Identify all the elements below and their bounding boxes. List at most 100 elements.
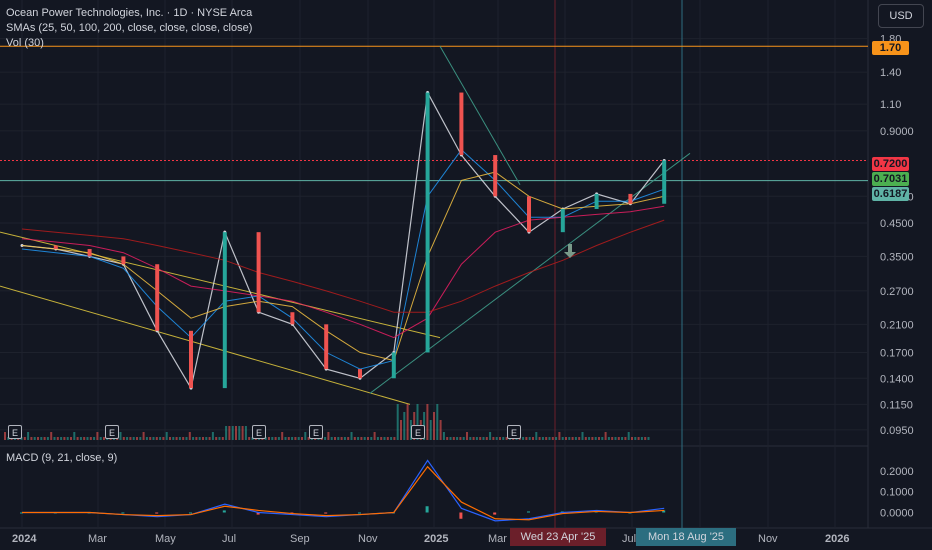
- earnings-marker[interactable]: E: [8, 425, 22, 439]
- volume-bar: [624, 437, 627, 440]
- macd-histogram-bar: [358, 512, 361, 514]
- macd-histogram-bar: [189, 512, 192, 514]
- currency-button[interactable]: USD: [878, 4, 924, 28]
- volume-bar: [284, 437, 287, 440]
- volume-bar: [175, 437, 178, 440]
- candle: [87, 249, 92, 257]
- macd-indicator-label[interactable]: MACD (9, 21, close, 9): [6, 452, 118, 464]
- chart-legend: Ocean Power Technologies, Inc. · 1D · NY…: [6, 6, 252, 51]
- volume-bar: [449, 437, 452, 440]
- volume-bar: [594, 437, 597, 440]
- volume-bar: [353, 437, 356, 440]
- macd-axis-label: 0.2000: [880, 466, 914, 478]
- series-line: [21, 90, 665, 390]
- volume-bar: [73, 432, 76, 440]
- volume-bar: [330, 437, 333, 440]
- volume-bar: [264, 437, 267, 440]
- macd-histogram-bar: [425, 506, 429, 513]
- volume-bar: [274, 437, 277, 440]
- volume-bar: [640, 437, 643, 440]
- volume-bar: [343, 437, 346, 440]
- candle: [121, 256, 126, 265]
- volume-bar: [89, 437, 92, 440]
- volume-bar: [188, 432, 191, 440]
- earnings-marker[interactable]: E: [411, 425, 425, 439]
- volume-bar: [634, 437, 637, 440]
- volume-bar: [43, 437, 46, 440]
- sma-indicator-label[interactable]: SMAs (25, 50, 100, 200, close, close, cl…: [6, 22, 253, 34]
- volume-bar: [601, 437, 604, 440]
- volume-bar: [495, 437, 498, 440]
- volume-bar: [205, 437, 208, 440]
- price-axis-label: 0.4500: [880, 218, 914, 230]
- volume-bar: [631, 437, 633, 440]
- macd-histogram-bar: [459, 512, 463, 519]
- volume-bar: [472, 437, 475, 440]
- volume-bar: [327, 432, 330, 440]
- macd-axis-label: 0.1000: [880, 487, 914, 499]
- trendline-upper: [0, 231, 441, 339]
- macd-histogram-bar: [560, 511, 564, 513]
- volume-bar: [426, 404, 429, 440]
- volume-bar: [433, 412, 435, 440]
- candle: [324, 324, 329, 370]
- volume-bar: [591, 437, 594, 440]
- macd-histogram-bar: [222, 510, 226, 513]
- volume-bar: [231, 426, 234, 440]
- earnings-marker[interactable]: E: [105, 425, 119, 439]
- arrow-up-icon: [564, 244, 576, 258]
- volume-bar: [363, 437, 366, 440]
- symbol-title[interactable]: Ocean Power Technologies, Inc. · 1D · NY…: [6, 7, 253, 19]
- macd-histogram-bar: [20, 512, 23, 514]
- volume-bar: [86, 437, 89, 440]
- volume-bar: [436, 404, 439, 440]
- earnings-marker[interactable]: E: [507, 425, 521, 439]
- volume-bar: [122, 437, 125, 440]
- volume-bar: [466, 432, 468, 440]
- volume-bar: [469, 437, 472, 440]
- volume-bar: [416, 404, 419, 440]
- time-axis-label: 2025: [424, 533, 448, 545]
- volume-bar: [400, 420, 402, 440]
- macd-axis-label: 0.0000: [880, 508, 914, 520]
- volume-bar: [617, 437, 620, 440]
- volume-bar: [192, 437, 195, 440]
- candle: [628, 193, 633, 204]
- candle: [527, 196, 531, 233]
- volume-bar: [568, 437, 571, 440]
- macd-signal-line: [22, 465, 665, 521]
- volume-bar: [27, 432, 30, 440]
- earnings-marker[interactable]: E: [252, 425, 266, 439]
- candle: [290, 312, 295, 325]
- volume-bar: [304, 432, 307, 440]
- volume-bar: [294, 437, 297, 440]
- volume-bar: [462, 437, 465, 440]
- volume-bar: [53, 437, 56, 440]
- macd-histogram-bar: [527, 511, 530, 513]
- volume-bar: [182, 437, 185, 440]
- macd-histogram-bar: [662, 510, 666, 513]
- volume-bar: [202, 437, 204, 440]
- volume-bar: [479, 437, 482, 440]
- candle: [662, 160, 667, 204]
- volume-bar: [126, 437, 129, 440]
- volume-bar: [396, 404, 399, 440]
- volume-indicator-label[interactable]: Vol (30): [6, 37, 44, 49]
- trendline-lower: [0, 285, 411, 405]
- volume-bar: [403, 412, 406, 440]
- candle: [560, 208, 565, 233]
- price-axis-label: 1.10: [880, 99, 901, 111]
- time-axis-label: Mar: [488, 533, 507, 545]
- volume-bar: [185, 437, 188, 440]
- volume-bar: [482, 437, 485, 440]
- price-tag-level: 0.6187: [872, 187, 909, 201]
- earnings-marker[interactable]: E: [309, 425, 323, 439]
- series-line: [21, 149, 665, 370]
- volume-bar: [532, 437, 534, 440]
- volume-bar: [611, 437, 614, 440]
- price-tag-sma: 0.7031: [872, 172, 909, 186]
- candle: [391, 352, 396, 379]
- macd-histogram-bar: [324, 512, 328, 514]
- volume-bar: [63, 437, 66, 440]
